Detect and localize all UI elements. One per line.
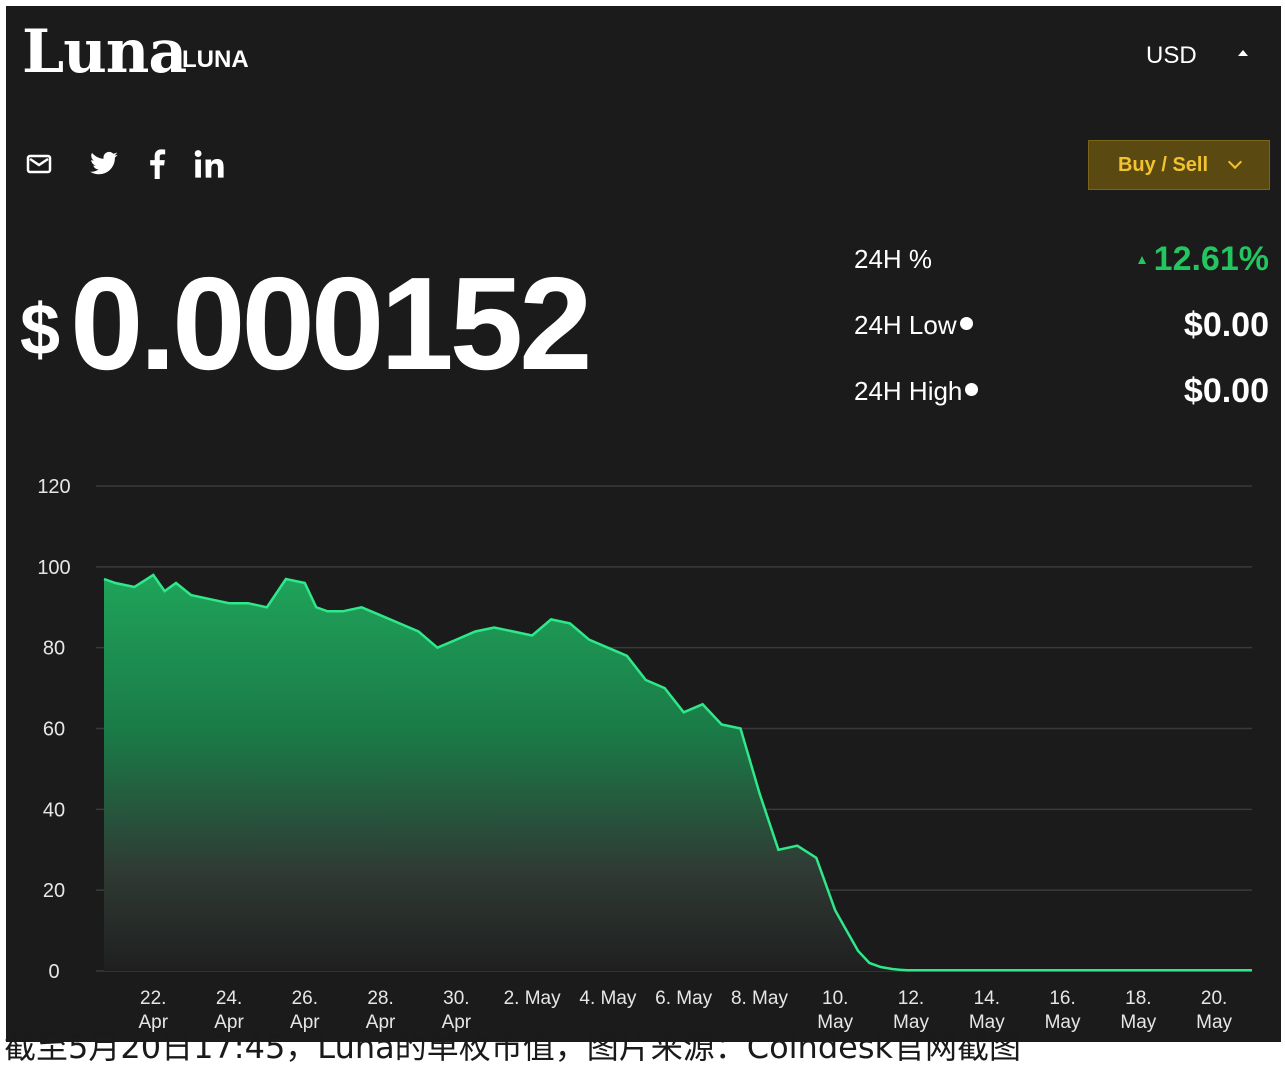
change-24h-label: 24H % xyxy=(854,244,933,274)
x-tick-label: 18. May xyxy=(1120,988,1156,1033)
low-24h-text: 24H Low xyxy=(854,310,957,340)
x-tick-label: 26. Apr xyxy=(290,988,320,1033)
low-24h-label: 24H Low xyxy=(854,310,973,341)
info-icon[interactable] xyxy=(959,317,973,330)
low-24h-value: $0.00 xyxy=(1183,306,1269,344)
x-tick-label: 12. May xyxy=(893,988,929,1033)
coin-name: Luna xyxy=(22,17,187,87)
x-tick-label: 10. May xyxy=(817,988,853,1033)
buy-sell-label: Buy / Sell xyxy=(1117,153,1209,176)
coin-panel: Luna LUNA USD Buy / Sell $ 0.000152 24H … xyxy=(6,6,1281,1042)
y-tick-label: 100 xyxy=(37,557,70,579)
twitter-icon[interactable] xyxy=(86,146,122,182)
price-chart[interactable]: 0 20 40 60 80 100 120 22. Apr 24. Apr 26. Apr 28. Apr 3… xyxy=(6,6,1281,1042)
high-24h-value: $0.00 xyxy=(1183,372,1269,410)
y-tick-label: 40 xyxy=(43,799,65,821)
x-tick-label: 4. May xyxy=(579,988,637,1009)
price-currency-symbol: $ xyxy=(20,290,61,370)
facebook-icon[interactable] xyxy=(142,146,172,182)
x-tick-label: 6. May xyxy=(655,988,713,1009)
x-tick-label: 2. May xyxy=(504,988,562,1009)
y-tick-label: 80 xyxy=(43,638,65,660)
x-tick-label: 28. Apr xyxy=(366,988,396,1033)
image-caption: 截至5月20日17:45，Luna的单枚市值，图片来源：Coindesk官网截图 xyxy=(4,1028,1022,1066)
x-tick-label: 8. May xyxy=(731,988,789,1009)
mail-icon[interactable] xyxy=(24,146,54,182)
coin-symbol: LUNA xyxy=(182,46,249,73)
high-24h-text: 24H High xyxy=(854,376,963,406)
x-tick-label: 14. May xyxy=(969,988,1005,1033)
x-tick-label: 20. May xyxy=(1196,988,1232,1033)
y-tick-label: 60 xyxy=(43,719,65,741)
price-value: 0.000152 xyxy=(70,250,593,397)
linkedin-icon[interactable] xyxy=(190,146,230,182)
high-24h-label: 24H High xyxy=(854,376,979,407)
x-tick-label: 24. Apr xyxy=(214,988,244,1033)
arrow-up-icon xyxy=(1137,256,1146,264)
caret-up-icon[interactable] xyxy=(1238,50,1248,56)
currency-selector[interactable]: USD xyxy=(1146,42,1197,69)
x-tick-label: 16. May xyxy=(1045,988,1081,1033)
change-24h-value: 12.61% xyxy=(1137,240,1269,279)
y-tick-label: 20 xyxy=(43,880,65,902)
x-tick-label: 30. Apr xyxy=(442,988,472,1033)
x-tick-label: 22. Apr xyxy=(138,988,168,1033)
price-line xyxy=(103,573,1252,972)
y-tick-label: 120 xyxy=(37,476,70,498)
info-icon[interactable] xyxy=(965,383,979,396)
price-area-fill xyxy=(104,574,1252,971)
y-tick-label: 0 xyxy=(48,961,59,983)
change-24h-number: 12.61% xyxy=(1153,240,1269,278)
buy-sell-button[interactable]: Buy / Sell xyxy=(1088,140,1270,190)
